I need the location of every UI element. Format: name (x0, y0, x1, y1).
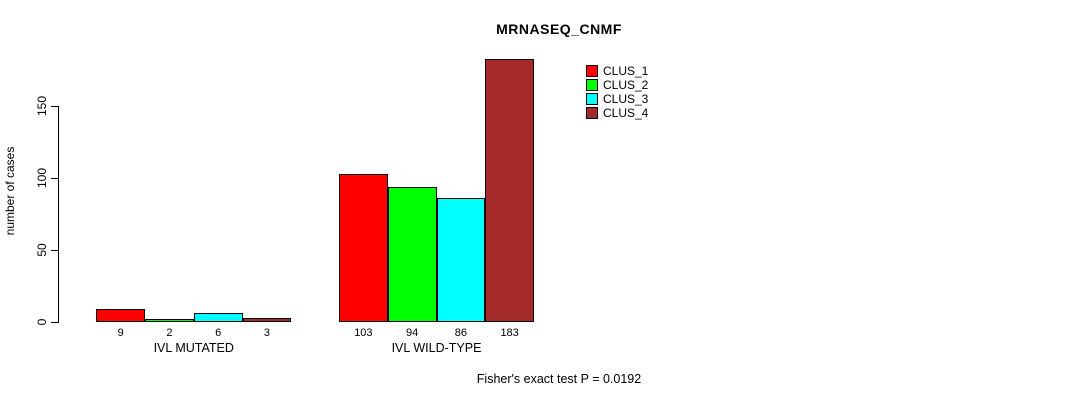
bar-clus_1-ivl-wild-type (339, 174, 388, 322)
y-tick-label: 150 (35, 95, 49, 117)
bar-clus_4-ivl-mutated (242, 318, 292, 322)
y-tick-mark (51, 106, 58, 107)
legend-item-clus_2: CLUS_2 (586, 78, 648, 92)
bar-value-label: 183 (500, 327, 519, 339)
legend-swatch-clus_2 (586, 79, 598, 91)
x-category-label: IVL MUTATED (153, 341, 234, 355)
bar-value-label: 3 (263, 327, 270, 339)
bar-clus_1-ivl-mutated (96, 309, 145, 322)
fisher-test-annotation: Fisher's exact test P = 0.0192 (476, 372, 642, 386)
bar-value-label: 6 (215, 327, 222, 339)
y-tick-mark (51, 322, 58, 323)
y-tick-label: 0 (35, 318, 49, 326)
y-tick-label: 100 (35, 167, 49, 189)
bar-clus_3-ivl-wild-type (436, 198, 486, 322)
legend-label: CLUS_4 (603, 106, 649, 120)
y-tick-mark (51, 250, 58, 251)
y-tick-mark (51, 178, 58, 179)
bar-clus_3-ivl-mutated (193, 313, 243, 322)
legend-item-clus_1: CLUS_1 (586, 64, 648, 78)
y-tick-label: 50 (35, 243, 49, 257)
bar-value-label: 103 (354, 327, 373, 339)
bar-clus_2-ivl-wild-type (387, 187, 437, 322)
legend-swatch-clus_3 (586, 93, 598, 105)
legend-swatch-clus_4 (586, 107, 598, 119)
legend: CLUS_1 CLUS_2 CLUS_3 CLUS_4 (586, 64, 648, 120)
bar-value-label: 94 (406, 327, 419, 339)
x-category-label: IVL WILD-TYPE (391, 341, 482, 355)
bar-value-label: 9 (117, 327, 124, 339)
legend-item-clus_3: CLUS_3 (586, 92, 648, 106)
legend-label: CLUS_1 (603, 64, 649, 78)
legend-item-clus_4: CLUS_4 (586, 106, 648, 120)
bar-clus_2-ivl-mutated (145, 319, 194, 322)
bar-clus_4-ivl-wild-type (485, 59, 534, 322)
bar-value-label: 2 (166, 327, 173, 339)
bar-value-label: 86 (454, 327, 467, 339)
legend-swatch-clus_1 (586, 65, 598, 77)
legend-label: CLUS_2 (603, 78, 649, 92)
chart-title: MRNASEQ_CNMF (496, 21, 622, 37)
y-axis-line (58, 106, 59, 323)
legend-label: CLUS_3 (603, 92, 649, 106)
